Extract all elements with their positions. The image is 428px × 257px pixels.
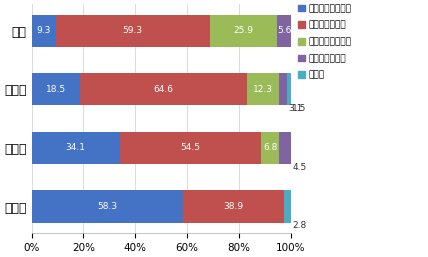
- Bar: [287, 73, 291, 105]
- Text: 18.5: 18.5: [45, 85, 65, 94]
- Bar: [284, 190, 291, 223]
- Text: 25.9: 25.9: [233, 26, 253, 35]
- Text: 59.3: 59.3: [122, 26, 143, 35]
- Text: 64.6: 64.6: [153, 85, 173, 94]
- Text: 3.1: 3.1: [288, 104, 303, 113]
- Bar: [80, 73, 247, 105]
- Bar: [277, 15, 291, 47]
- Bar: [279, 132, 291, 164]
- Bar: [183, 190, 284, 223]
- Bar: [32, 190, 183, 223]
- Bar: [210, 15, 277, 47]
- Text: 38.9: 38.9: [223, 202, 244, 211]
- Bar: [247, 73, 279, 105]
- Bar: [32, 15, 56, 47]
- Bar: [32, 132, 120, 164]
- Bar: [56, 15, 210, 47]
- Bar: [262, 132, 279, 164]
- Text: 4.5: 4.5: [292, 162, 306, 171]
- Text: 1.5: 1.5: [292, 104, 307, 113]
- Legend: 大いに関心がある, 多少関心がある, あまり関心がない, 全く関心がない, 無回答: 大いに関心がある, 多少関心がある, あまり関心がない, 全く関心がない, 無回…: [298, 4, 352, 80]
- Text: 5.6: 5.6: [277, 26, 291, 35]
- Bar: [32, 73, 80, 105]
- Text: 58.3: 58.3: [97, 202, 117, 211]
- Text: 54.5: 54.5: [181, 143, 201, 152]
- Text: 6.8: 6.8: [263, 143, 277, 152]
- Text: 9.3: 9.3: [36, 26, 51, 35]
- Bar: [120, 132, 262, 164]
- Text: 2.8: 2.8: [292, 221, 306, 230]
- Text: 12.3: 12.3: [253, 85, 273, 94]
- Bar: [279, 73, 287, 105]
- Text: 34.1: 34.1: [66, 143, 86, 152]
